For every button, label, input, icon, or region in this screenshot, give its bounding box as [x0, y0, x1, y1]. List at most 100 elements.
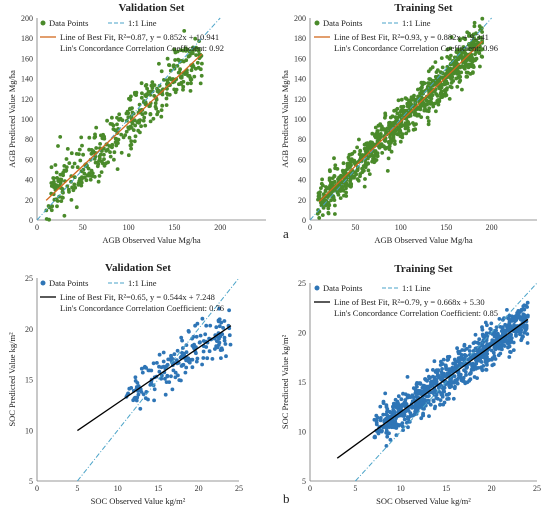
data-point [468, 371, 473, 376]
data-point [140, 112, 145, 117]
data-point [178, 67, 183, 72]
data-point [333, 163, 338, 168]
data-point [177, 378, 182, 382]
data-point [317, 193, 322, 198]
y-tick-label: 20 [298, 329, 306, 338]
data-point [522, 307, 527, 312]
data-point [424, 378, 428, 382]
data-point [441, 357, 446, 362]
data-point [44, 217, 49, 221]
data-point [187, 329, 191, 334]
legend-identity-label: 1:1 Line [128, 18, 157, 28]
data-point [469, 356, 473, 361]
data-point [64, 157, 69, 161]
data-point [485, 342, 490, 346]
data-point [54, 197, 59, 202]
data-point [480, 368, 485, 373]
data-point [319, 186, 323, 191]
data-point [445, 373, 449, 378]
y-tick-label: 0 [302, 216, 306, 225]
data-point [192, 345, 196, 350]
data-point [61, 195, 65, 200]
data-point [376, 137, 381, 142]
data-point [64, 168, 69, 173]
data-point [144, 83, 149, 87]
data-point [433, 74, 438, 79]
data-point [79, 180, 84, 185]
data-point [453, 361, 457, 365]
x-axis-label: SOC Observed Value kg/m² [376, 496, 471, 506]
data-point [358, 172, 363, 176]
data-point [452, 63, 457, 68]
data-point [52, 185, 56, 190]
data-point [183, 72, 188, 76]
data-point [426, 69, 431, 74]
data-point [512, 319, 517, 324]
data-point [70, 165, 75, 169]
data-point [397, 423, 402, 427]
x-axis-label: AGB Observed Value Mg/ha [374, 235, 473, 245]
data-point [477, 337, 482, 342]
data-point [200, 362, 205, 367]
data-point [327, 186, 331, 191]
data-point [431, 104, 436, 109]
legend-ccc-label: Lin's Concordance Correlation Coefficien… [334, 308, 498, 318]
data-point [222, 335, 227, 340]
data-point [195, 356, 200, 361]
x-tick-label: 10 [114, 484, 122, 493]
data-point [189, 77, 194, 82]
x-tick-label: 25 [235, 484, 243, 493]
data-point [395, 115, 400, 120]
data-point [167, 76, 172, 81]
y-axis-label: AGB Predicted Value Mg/ha [280, 70, 290, 168]
data-point [178, 48, 183, 52]
data-point [163, 392, 168, 397]
data-point [151, 116, 156, 121]
data-point [64, 165, 69, 170]
data-point [426, 81, 430, 85]
legend-ccc-label: Lin's Concordance Correlation Coefficien… [60, 303, 224, 313]
x-tick-label: 0 [35, 223, 39, 232]
data-point [179, 335, 184, 340]
data-point [460, 50, 465, 55]
data-point [445, 358, 450, 362]
y-tick-label: 10 [25, 426, 33, 435]
x-tick-label: 200 [214, 223, 226, 232]
data-point [404, 131, 409, 136]
x-tick-label: 20 [195, 484, 203, 493]
data-point [174, 87, 179, 92]
data-point [373, 125, 378, 130]
data-point [55, 204, 59, 209]
data-point [439, 85, 444, 90]
data-point [423, 403, 428, 408]
data-point [136, 120, 141, 125]
fit-line [45, 53, 203, 201]
data-point [391, 423, 395, 428]
data-point [413, 108, 417, 113]
data-point [94, 125, 99, 130]
data-point [324, 203, 328, 208]
data-point [444, 71, 449, 76]
data-point [472, 24, 477, 29]
data-point [481, 364, 486, 368]
data-point [435, 396, 440, 401]
data-point [194, 351, 198, 356]
data-point [386, 415, 391, 420]
data-point [442, 82, 447, 87]
data-point [439, 95, 443, 100]
data-point [189, 68, 194, 73]
data-point [471, 367, 475, 371]
data-point [194, 53, 199, 57]
data-point [159, 108, 164, 112]
legend-point-marker [40, 20, 46, 26]
data-point [362, 142, 367, 147]
data-point [72, 161, 77, 166]
data-point [217, 317, 222, 322]
legend-points-label: Data Points [49, 278, 88, 288]
data-point [163, 376, 167, 381]
data-point [393, 419, 398, 424]
legend-identity-label: 1:1 Line [128, 278, 157, 288]
data-point [46, 204, 51, 208]
data-point [448, 367, 453, 372]
data-point [136, 128, 141, 133]
